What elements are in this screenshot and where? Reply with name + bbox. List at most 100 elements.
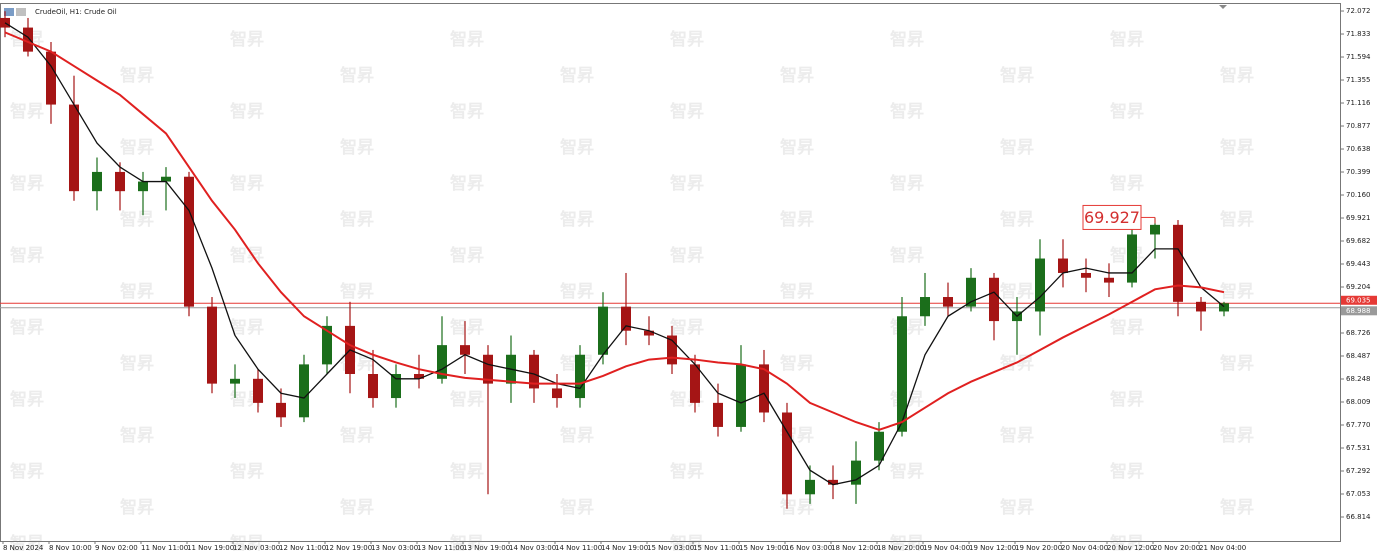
x-tick-label: 13 Nov 19:00 [463, 544, 510, 552]
callout-label: 69.927 [1084, 208, 1140, 227]
watermark: 智昇 [1110, 461, 1144, 482]
watermark: 智昇 [120, 497, 154, 518]
x-tick-label: 19 Nov 04:00 [923, 544, 970, 552]
watermark: 智昇 [340, 137, 374, 158]
watermark: 智昇 [450, 101, 484, 122]
watermark: 智昇 [1220, 65, 1254, 86]
watermark: 智昇 [230, 461, 264, 482]
candle-body [782, 412, 792, 495]
x-tick-label: 15 Nov 19:00 [739, 544, 786, 552]
watermark: 智昇 [450, 245, 484, 266]
y-tick-label: 70.399 [1346, 168, 1371, 176]
watermark: 智昇 [890, 101, 924, 122]
x-tick-label: 21 Nov 04:00 [1199, 544, 1246, 552]
x-tick-label: 12 Nov 19:00 [325, 544, 372, 552]
watermark: 智昇 [1000, 281, 1034, 302]
x-tick-label: 11 Nov 19:00 [187, 544, 234, 552]
y-tick-label: 67.531 [1346, 444, 1371, 452]
y-tick-label: 66.814 [1346, 513, 1371, 521]
watermark: 智昇 [670, 317, 704, 338]
x-tick-label: 8 Nov 2024 [3, 544, 44, 552]
watermark: 智昇 [340, 65, 374, 86]
x-tick-label: 13 Nov 03:00 [371, 544, 418, 552]
watermark: 智昇 [1220, 137, 1254, 158]
x-tick-label: 14 Nov 03:00 [509, 544, 556, 552]
candle-body [874, 431, 884, 461]
watermark: 智昇 [120, 353, 154, 374]
y-tick-label: 69.204 [1346, 283, 1371, 291]
watermark: 智昇 [1220, 497, 1254, 518]
watermark: 智昇 [10, 461, 44, 482]
x-tick-label: 14 Nov 19:00 [601, 544, 648, 552]
candle-body [69, 104, 79, 192]
watermark: 智昇 [670, 533, 704, 554]
watermark: 智昇 [560, 425, 594, 446]
x-tick-label: 20 Nov 12:00 [1107, 544, 1154, 552]
candle-body [138, 181, 148, 192]
y-tick-label: 69.443 [1346, 260, 1371, 268]
watermark: 智昇 [10, 317, 44, 338]
watermark: 智昇 [780, 209, 814, 230]
watermark: 智昇 [230, 317, 264, 338]
watermark: 智昇 [780, 353, 814, 374]
candle-body [391, 374, 401, 399]
watermark: 智昇 [10, 533, 44, 554]
ma-line [4, 31, 1225, 431]
x-tick-label: 16 Nov 03:00 [785, 544, 832, 552]
price-label: 69.035 [1346, 296, 1371, 304]
candle-body [575, 354, 585, 399]
candle-body [598, 306, 608, 355]
candle-body [1196, 301, 1206, 312]
watermark: 智昇 [560, 209, 594, 230]
watermark: 智昇 [780, 281, 814, 302]
candle-body [1104, 277, 1114, 283]
candle-body [644, 330, 654, 336]
x-tick-label: 8 Nov 10:00 [49, 544, 92, 552]
watermark: 智昇 [340, 209, 374, 230]
watermark: 智昇 [890, 245, 924, 266]
y-tick-label: 68.009 [1346, 398, 1371, 406]
watermark: 智昇 [120, 65, 154, 86]
watermark: 智昇 [1220, 353, 1254, 374]
watermark: 智昇 [120, 425, 154, 446]
candle-body [920, 297, 930, 317]
candle-body [322, 325, 332, 365]
candle-body [483, 354, 493, 384]
x-tick-label: 20 Nov 20:00 [1153, 544, 1200, 552]
callout-box [1082, 204, 1142, 230]
plot-frame [0, 3, 1341, 542]
y-tick-label: 71.833 [1346, 30, 1371, 38]
watermark: 智昇 [450, 389, 484, 410]
scroll-marker [1219, 5, 1227, 9]
x-tick-label: 20 Nov 04:00 [1061, 544, 1108, 552]
candle-body [690, 364, 700, 403]
watermark: 智昇 [890, 461, 924, 482]
price-label-box [1341, 306, 1377, 316]
watermark: 智昇 [340, 281, 374, 302]
watermark: 智昇 [450, 461, 484, 482]
candle-body [529, 354, 539, 389]
y-tick-label: 70.877 [1346, 122, 1371, 130]
watermark: 智昇 [120, 137, 154, 158]
watermark: 智昇 [450, 173, 484, 194]
y-tick-label: 69.921 [1346, 214, 1371, 222]
watermark: 智昇 [560, 497, 594, 518]
watermark: 智昇 [780, 65, 814, 86]
y-tick-label: 67.292 [1346, 467, 1371, 475]
watermark: 智昇 [230, 101, 264, 122]
candle-body [552, 388, 562, 399]
candle-body [276, 402, 286, 418]
candle-body [1150, 224, 1160, 235]
candle-body [299, 364, 309, 418]
watermark: 智昇 [1000, 65, 1034, 86]
candle-body [414, 374, 424, 379]
watermark: 智昇 [10, 245, 44, 266]
candle-body [736, 364, 746, 427]
watermark: 智昇 [1110, 533, 1144, 554]
watermark: 智昇 [890, 173, 924, 194]
y-tick-label: 68.487 [1346, 352, 1371, 360]
y-tick-label: 71.594 [1346, 53, 1371, 61]
watermark: 智昇 [780, 497, 814, 518]
candle-body [253, 378, 263, 403]
x-tick-label: 18 Nov 20:00 [877, 544, 924, 552]
